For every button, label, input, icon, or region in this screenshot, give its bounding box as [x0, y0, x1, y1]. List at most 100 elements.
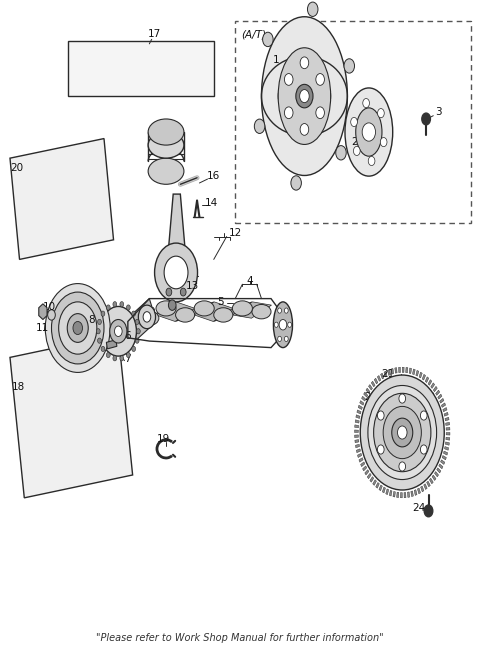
Circle shape: [107, 305, 110, 310]
Circle shape: [279, 319, 287, 330]
Polygon shape: [404, 493, 406, 498]
Circle shape: [362, 123, 375, 141]
Circle shape: [285, 73, 293, 85]
Circle shape: [113, 302, 117, 307]
Polygon shape: [437, 468, 441, 473]
Text: 2: 2: [351, 137, 358, 147]
Ellipse shape: [274, 302, 292, 348]
Text: 14: 14: [205, 197, 218, 207]
Polygon shape: [386, 489, 389, 495]
Polygon shape: [360, 401, 364, 405]
Text: 5: 5: [217, 297, 224, 307]
Polygon shape: [168, 194, 185, 250]
Polygon shape: [445, 442, 449, 445]
Polygon shape: [371, 381, 375, 387]
Polygon shape: [446, 432, 450, 435]
Polygon shape: [416, 371, 419, 376]
Circle shape: [397, 426, 407, 439]
Circle shape: [180, 288, 186, 296]
Polygon shape: [438, 394, 442, 399]
Circle shape: [278, 337, 281, 342]
Circle shape: [97, 338, 101, 343]
Circle shape: [383, 406, 421, 459]
Circle shape: [136, 329, 140, 334]
Polygon shape: [444, 447, 449, 450]
Ellipse shape: [291, 176, 301, 190]
Polygon shape: [356, 444, 360, 448]
Text: 22: 22: [422, 392, 435, 401]
Polygon shape: [387, 369, 390, 375]
Ellipse shape: [345, 88, 393, 176]
Bar: [235, 21, 471, 224]
Polygon shape: [395, 367, 397, 373]
Circle shape: [360, 375, 444, 490]
Polygon shape: [420, 486, 424, 492]
Polygon shape: [360, 462, 365, 466]
Circle shape: [351, 117, 358, 127]
Text: 9: 9: [148, 306, 155, 317]
Circle shape: [316, 73, 324, 85]
Polygon shape: [442, 403, 445, 407]
Polygon shape: [393, 491, 396, 497]
Ellipse shape: [148, 132, 184, 158]
Circle shape: [377, 445, 384, 454]
Text: 17: 17: [147, 29, 161, 39]
Polygon shape: [431, 383, 435, 388]
Circle shape: [164, 256, 188, 289]
Circle shape: [363, 98, 370, 108]
Polygon shape: [359, 458, 363, 462]
Circle shape: [126, 305, 130, 310]
Polygon shape: [374, 379, 378, 384]
Text: 4: 4: [246, 276, 253, 286]
Polygon shape: [379, 485, 383, 491]
Circle shape: [73, 321, 83, 335]
Polygon shape: [439, 464, 443, 469]
Polygon shape: [377, 375, 381, 381]
Circle shape: [59, 302, 97, 354]
Text: 20: 20: [11, 163, 24, 173]
Polygon shape: [372, 480, 376, 485]
Polygon shape: [446, 428, 450, 430]
Circle shape: [373, 394, 431, 472]
Polygon shape: [408, 492, 410, 497]
Circle shape: [300, 123, 309, 135]
Text: 13: 13: [186, 281, 199, 291]
Text: 11: 11: [36, 323, 48, 333]
Circle shape: [275, 322, 278, 327]
Circle shape: [288, 322, 291, 327]
Text: 23: 23: [365, 392, 378, 401]
Polygon shape: [436, 390, 440, 396]
Polygon shape: [156, 302, 195, 321]
Ellipse shape: [336, 146, 346, 160]
Ellipse shape: [140, 311, 159, 325]
Polygon shape: [430, 478, 433, 484]
Circle shape: [380, 138, 387, 147]
Polygon shape: [389, 490, 392, 496]
Circle shape: [424, 505, 433, 517]
Circle shape: [97, 319, 101, 325]
Text: 8: 8: [89, 315, 96, 325]
Text: 15: 15: [162, 127, 175, 137]
Circle shape: [368, 156, 375, 165]
Polygon shape: [358, 405, 362, 409]
Text: 7: 7: [124, 354, 131, 364]
Text: (A/T): (A/T): [241, 30, 266, 39]
Circle shape: [420, 411, 427, 420]
Text: 3: 3: [435, 108, 441, 117]
Polygon shape: [214, 302, 252, 321]
Polygon shape: [357, 410, 361, 414]
Polygon shape: [366, 388, 370, 394]
Ellipse shape: [252, 304, 271, 319]
Polygon shape: [361, 396, 366, 401]
Circle shape: [284, 337, 288, 342]
Polygon shape: [433, 386, 437, 392]
Circle shape: [101, 346, 105, 352]
Ellipse shape: [262, 17, 348, 175]
Ellipse shape: [176, 308, 195, 322]
Polygon shape: [419, 372, 422, 378]
Polygon shape: [384, 371, 387, 377]
Polygon shape: [362, 466, 367, 471]
Circle shape: [353, 146, 360, 155]
Text: 16: 16: [207, 171, 220, 182]
Text: 12: 12: [228, 228, 242, 238]
